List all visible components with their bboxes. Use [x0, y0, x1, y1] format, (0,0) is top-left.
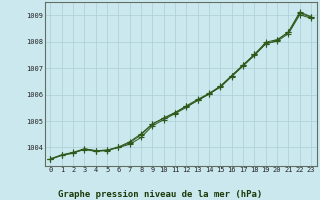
- Text: Graphe pression niveau de la mer (hPa): Graphe pression niveau de la mer (hPa): [58, 190, 262, 199]
